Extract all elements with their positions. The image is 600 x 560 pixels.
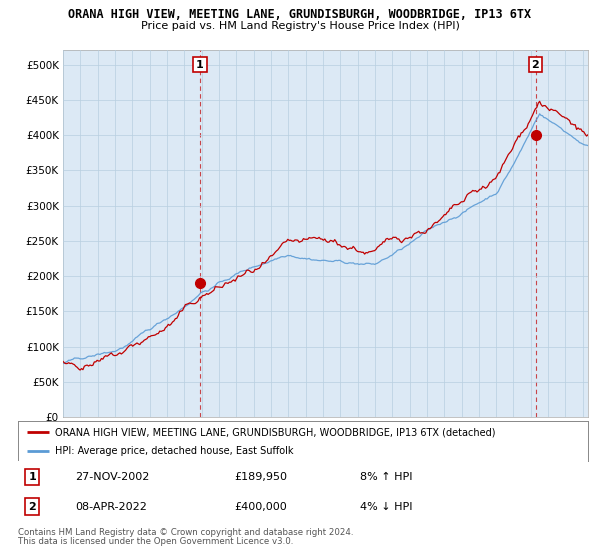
Text: ORANA HIGH VIEW, MEETING LANE, GRUNDISBURGH, WOODBRIDGE, IP13 6TX: ORANA HIGH VIEW, MEETING LANE, GRUNDISBU… xyxy=(68,8,532,21)
Text: Price paid vs. HM Land Registry's House Price Index (HPI): Price paid vs. HM Land Registry's House … xyxy=(140,21,460,31)
Text: 27-NOV-2002: 27-NOV-2002 xyxy=(75,472,149,482)
Text: This data is licensed under the Open Government Licence v3.0.: This data is licensed under the Open Gov… xyxy=(18,537,293,546)
Text: 4% ↓ HPI: 4% ↓ HPI xyxy=(360,502,413,511)
Text: 1: 1 xyxy=(28,472,36,482)
Text: 2: 2 xyxy=(532,59,539,69)
Text: 8% ↑ HPI: 8% ↑ HPI xyxy=(360,472,413,482)
Text: £189,950: £189,950 xyxy=(235,472,287,482)
Text: ORANA HIGH VIEW, MEETING LANE, GRUNDISBURGH, WOODBRIDGE, IP13 6TX (detached): ORANA HIGH VIEW, MEETING LANE, GRUNDISBU… xyxy=(55,427,496,437)
Text: 2: 2 xyxy=(28,502,36,511)
Text: Contains HM Land Registry data © Crown copyright and database right 2024.: Contains HM Land Registry data © Crown c… xyxy=(18,528,353,536)
Text: £400,000: £400,000 xyxy=(235,502,287,511)
Text: 1: 1 xyxy=(196,59,204,69)
Text: HPI: Average price, detached house, East Suffolk: HPI: Average price, detached house, East… xyxy=(55,446,293,455)
Text: 08-APR-2022: 08-APR-2022 xyxy=(75,502,147,511)
